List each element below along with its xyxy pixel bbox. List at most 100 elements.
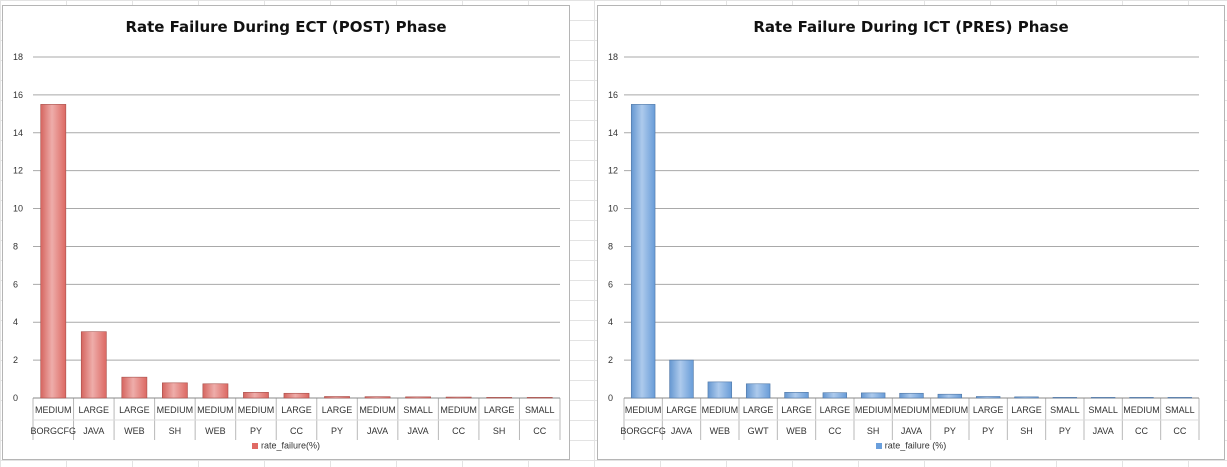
category-size-label: SMALL (1050, 405, 1080, 415)
category-size-label: LARGE (1011, 405, 1042, 415)
bar (364, 396, 391, 399)
y-tick-label: 4 (13, 317, 18, 327)
y-tick-label: 8 (13, 241, 18, 251)
y-tick-label: 2 (13, 355, 18, 365)
category-size-label: MEDIUM (157, 405, 194, 415)
legend-swatch (251, 442, 258, 449)
category-size-label: MEDIUM (1123, 405, 1160, 415)
category-language-label: JAVA (901, 426, 922, 436)
category-language-label: BORGCFG (620, 426, 666, 436)
category-language-label: GWT (748, 426, 769, 436)
bar (860, 392, 886, 399)
category-language-label: PY (331, 426, 343, 436)
category-size-label: SMALL (1088, 405, 1118, 415)
category-size-label: MEDIUM (893, 405, 930, 415)
y-tick-label: 8 (608, 241, 613, 251)
category-language-label: JAVA (408, 426, 429, 436)
category-language-label: SH (867, 426, 880, 436)
y-tick-label: 12 (13, 166, 23, 176)
category-size-label: MEDIUM (625, 405, 662, 415)
legend-label: rate_failure(%) (260, 440, 321, 451)
chart-panel-ect: Rate Failure During ECT (POST) Phase 0 2 4… (2, 5, 570, 460)
category-size-label: LARGE (484, 405, 515, 415)
category-language-label: PY (250, 426, 262, 436)
category-language-label: WEB (786, 426, 807, 436)
category-size-label: MEDIUM (197, 405, 234, 415)
bar (162, 382, 188, 399)
category-size-label: LARGE (743, 405, 774, 415)
bar (405, 396, 431, 399)
y-tick-label: 12 (608, 166, 618, 176)
category-language-label: JAVA (671, 426, 692, 436)
category-language-label: WEB (710, 426, 731, 436)
bar (1129, 397, 1154, 399)
chart-plot: 0 2 4 6 8 10 12 14 16 18 MEDIUM BORGCFG LARGE JAVA LAR… (13, 52, 561, 440)
y-tick-label: 2 (608, 355, 613, 365)
category-language-label: PY (1059, 426, 1071, 436)
category-size-label: SMALL (1165, 405, 1195, 415)
legend-swatch (875, 442, 882, 449)
y-tick-label: 14 (13, 128, 23, 138)
bar (283, 392, 310, 399)
category-language-label: SH (493, 426, 506, 436)
y-tick-label: 10 (608, 204, 618, 214)
bar (784, 392, 809, 399)
category-language-label: CC (290, 426, 303, 436)
category-size-label: LARGE (666, 405, 697, 415)
bar (324, 396, 350, 399)
y-tick-label: 0 (608, 393, 613, 403)
bar (630, 104, 656, 399)
category-language-label: PY (982, 426, 994, 436)
y-tick-label: 16 (608, 90, 618, 100)
category-size-label: MEDIUM (440, 405, 477, 415)
bar (80, 331, 107, 399)
bar (40, 104, 67, 399)
bar (202, 383, 229, 399)
bar (243, 392, 269, 399)
bar (445, 396, 472, 399)
bar (526, 397, 553, 399)
category-size-label: LARGE (322, 405, 353, 415)
category-language-label: SH (1020, 426, 1033, 436)
category-language-label: CC (1135, 426, 1148, 436)
bar (822, 392, 848, 399)
bar (745, 383, 771, 399)
category-language-label: BORGCFG (31, 426, 77, 436)
category-size-label: LARGE (973, 405, 1004, 415)
y-tick-label: 6 (608, 279, 613, 289)
category-language-label: CC (452, 426, 465, 436)
bar (121, 376, 148, 399)
y-tick-label: 10 (13, 204, 23, 214)
bar (1090, 397, 1116, 399)
category-language-label: CC (828, 426, 841, 436)
chart-title: Rate Failure During ICT (PRES) Phase (753, 18, 1069, 36)
y-tick-label: 18 (608, 52, 618, 62)
category-size-label: LARGE (820, 405, 851, 415)
category-language-label: WEB (124, 426, 145, 436)
bar (975, 396, 1001, 399)
category-size-label: MEDIUM (932, 405, 969, 415)
category-language-label: WEB (205, 426, 226, 436)
category-size-label: MEDIUM (35, 405, 72, 415)
category-size-label: SMALL (403, 405, 433, 415)
category-size-label: LARGE (281, 405, 312, 415)
bar (669, 359, 694, 399)
chart-legend: rate_failure (%) (598, 440, 1224, 451)
y-tick-label: 0 (13, 393, 18, 403)
bar (486, 397, 513, 399)
y-tick-label: 6 (13, 279, 18, 289)
y-tick-label: 4 (608, 317, 613, 327)
y-tick-label: 18 (13, 52, 23, 62)
chart-panel-ict: Rate Failure During ICT (PRES) Phase 0 2 4… (597, 5, 1225, 460)
y-tick-label: 14 (608, 128, 618, 138)
bar (1052, 397, 1078, 399)
category-language-label: SH (169, 426, 182, 436)
bar (1014, 396, 1039, 399)
chart-legend: rate_failure(%) (3, 440, 569, 451)
bar (1167, 397, 1193, 399)
y-tick-label: 16 (13, 90, 23, 100)
category-size-label: MEDIUM (359, 405, 396, 415)
category-size-label: MEDIUM (855, 405, 892, 415)
category-size-label: MEDIUM (702, 405, 739, 415)
category-size-label: MEDIUM (238, 405, 275, 415)
